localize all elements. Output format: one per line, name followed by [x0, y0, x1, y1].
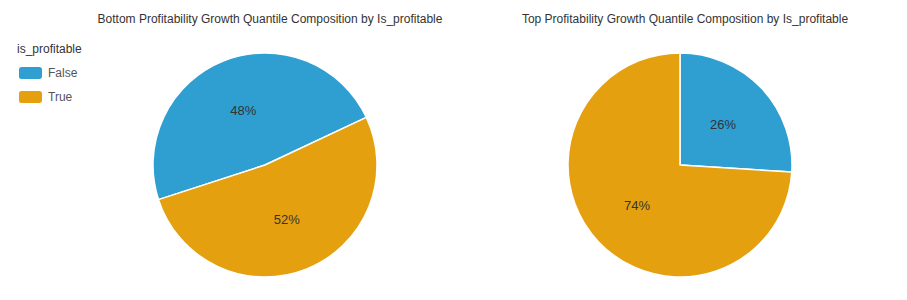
svg-text:74%: 74% [624, 198, 650, 213]
svg-text:48%: 48% [230, 103, 256, 118]
svg-text:False: False [48, 66, 78, 80]
svg-text:Top Profitability Growth Quant: Top Profitability Growth Quantile Compos… [522, 12, 848, 26]
svg-text:Bottom Profitability Growth Qu: Bottom Profitability Growth Quantile Com… [98, 12, 443, 26]
svg-text:is_profitable: is_profitable [17, 42, 82, 56]
svg-text:52%: 52% [274, 212, 300, 227]
svg-text:26%: 26% [710, 117, 736, 132]
svg-text:True: True [48, 90, 73, 104]
